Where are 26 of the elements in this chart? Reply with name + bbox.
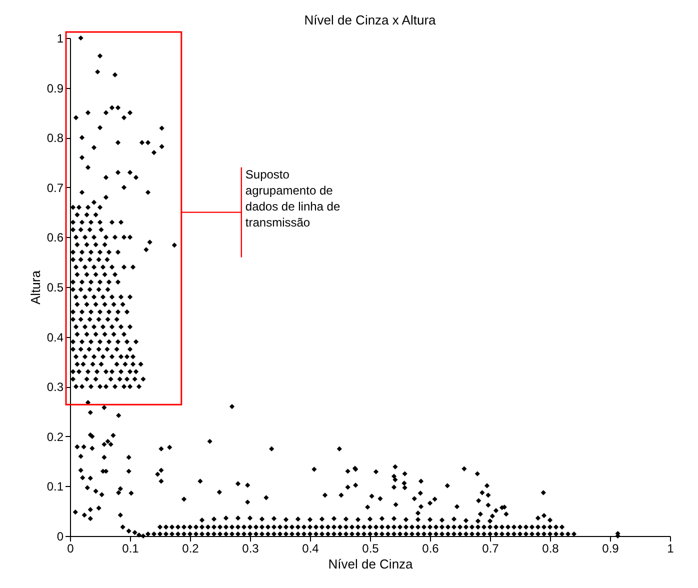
y-tick-label: 0.2 <box>46 430 64 444</box>
x-tick-label: 1 <box>667 542 674 556</box>
x-tick-label: 0.5 <box>362 542 380 556</box>
annotation: Suposto agrupamento de dados de linha de transmissão <box>245 167 340 230</box>
x-tick-label: 0 <box>67 542 74 556</box>
x-axis-title: Nível de Cinza <box>328 556 414 572</box>
y-tick-label: 0.8 <box>46 131 64 146</box>
y-tick-label: 0.6 <box>46 230 64 245</box>
x-tick-label: 0.8 <box>542 542 560 556</box>
x-tick-label: 0.6 <box>422 542 440 556</box>
x-tick-label: 0.7 <box>482 542 500 556</box>
x-tick-label: 0.4 <box>302 542 320 556</box>
x-tick-label: 0.1 <box>122 542 140 556</box>
y-tick-label: 0.7 <box>46 180 64 195</box>
chart-title: Nível de Cinza x Altura <box>304 12 437 28</box>
y-tick-label: 0.9 <box>46 81 64 96</box>
y-tick-label: 0.3 <box>46 380 64 394</box>
x-tick-label: 0.3 <box>242 542 260 556</box>
y-tick-label: 0 <box>56 530 64 544</box>
y-tick-label: 0.4 <box>46 330 64 344</box>
y-tick-label: 0.5 <box>46 280 64 294</box>
y-axis-title: Altura <box>28 270 43 304</box>
x-tick-label: 0.2 <box>182 542 200 556</box>
y-tick-label: 1 <box>56 32 64 46</box>
y-tick-label: 0.1 <box>46 480 64 494</box>
x-tick-label: 0.9 <box>602 542 620 556</box>
